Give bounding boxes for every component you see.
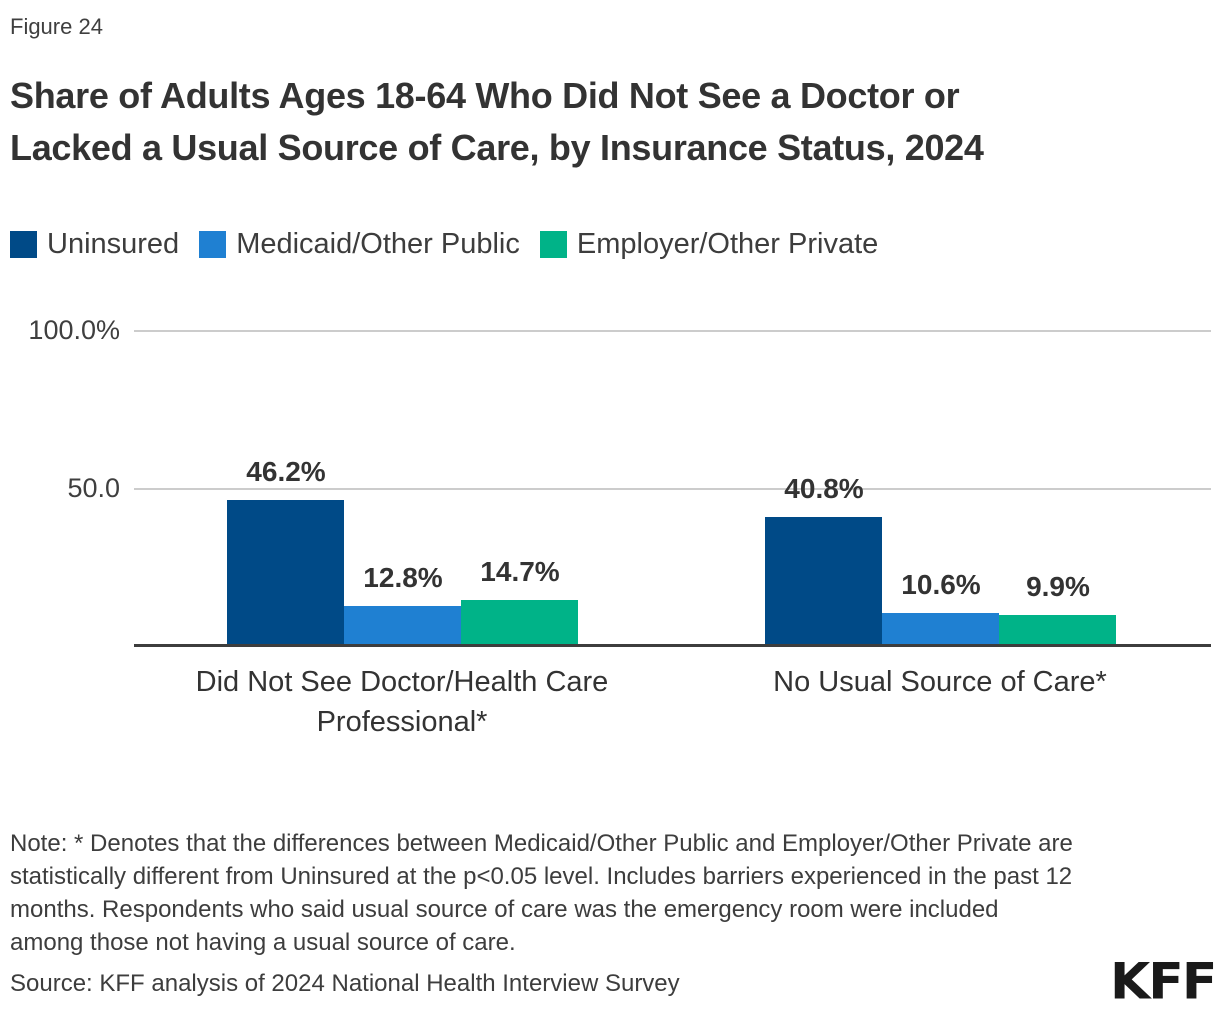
bar-group0-employer-other-private (461, 600, 578, 646)
x-axis-label-no-usual-source: No Usual Source of Care* (773, 666, 1107, 698)
figure-number: Figure 24 (10, 14, 103, 39)
bar-group0-medicaid-other-public (344, 606, 461, 646)
chart-area: 100.0% 50.0 46.2% 40.8% 12.8% 10.6% 14.7% 9.9… (0, 315, 1220, 770)
bar-value-label: 46.2% (246, 456, 326, 487)
bar-value-label: 12.8% (363, 562, 443, 593)
legend-label-employer-other-private: Employer/Other Private (576, 228, 879, 260)
bar-value-label: 40.8% (784, 473, 864, 504)
gridline-100 (134, 330, 1211, 332)
legend-item-medicaid-other-public: Medicaid/Other Public (199, 228, 520, 261)
bar-group0-uninsured (227, 500, 344, 646)
bar-value-label: 9.9% (1026, 571, 1090, 602)
legend-label-uninsured: Uninsured (47, 228, 180, 260)
y-axis-tick-100: 100.0% (28, 315, 120, 345)
x-axis-line (134, 644, 1211, 647)
chart-legend: Uninsured Medicaid/Other Public Employer… (10, 228, 878, 261)
bar-value-label: 14.7% (480, 556, 560, 587)
chart-title-line-2: Lacked a Usual Source of Care, by Insura… (10, 127, 984, 168)
x-axis-label-did-not-see-doctor: Did Not See Doctor/Health Care Professio… (195, 666, 609, 738)
legend-label-medicaid-other-public: Medicaid/Other Public (236, 228, 520, 260)
footnote: Note: * Denotes that the differences bet… (10, 830, 1073, 956)
y-axis-tick-50: 50.0 (67, 473, 120, 503)
source-line: Source: KFF analysis of 2024 National He… (10, 970, 680, 997)
chart-title: Share of Adults Ages 18-64 Who Did Not S… (10, 70, 984, 174)
legend-item-uninsured: Uninsured (10, 228, 179, 261)
legend-swatch-employer-other-private (539, 231, 567, 258)
legend-swatch-medicaid-other-public (199, 231, 227, 258)
legend-swatch-uninsured (10, 231, 37, 258)
legend-item-employer-other-private: Employer/Other Private (539, 228, 879, 261)
kff-logo: KFF (1110, 953, 1217, 1011)
bar-group1-medicaid-other-public (882, 613, 999, 646)
chart-title-line-1: Share of Adults Ages 18-64 Who Did Not S… (10, 75, 960, 116)
bar-value-label: 10.6% (901, 569, 981, 600)
bar-group1-uninsured (765, 517, 882, 646)
plot-area: 46.2% 40.8% 12.8% 10.6% 14.7% 9.9% (134, 330, 1211, 647)
gridline-50 (134, 488, 1211, 490)
bar-group1-employer-other-private (999, 615, 1116, 646)
